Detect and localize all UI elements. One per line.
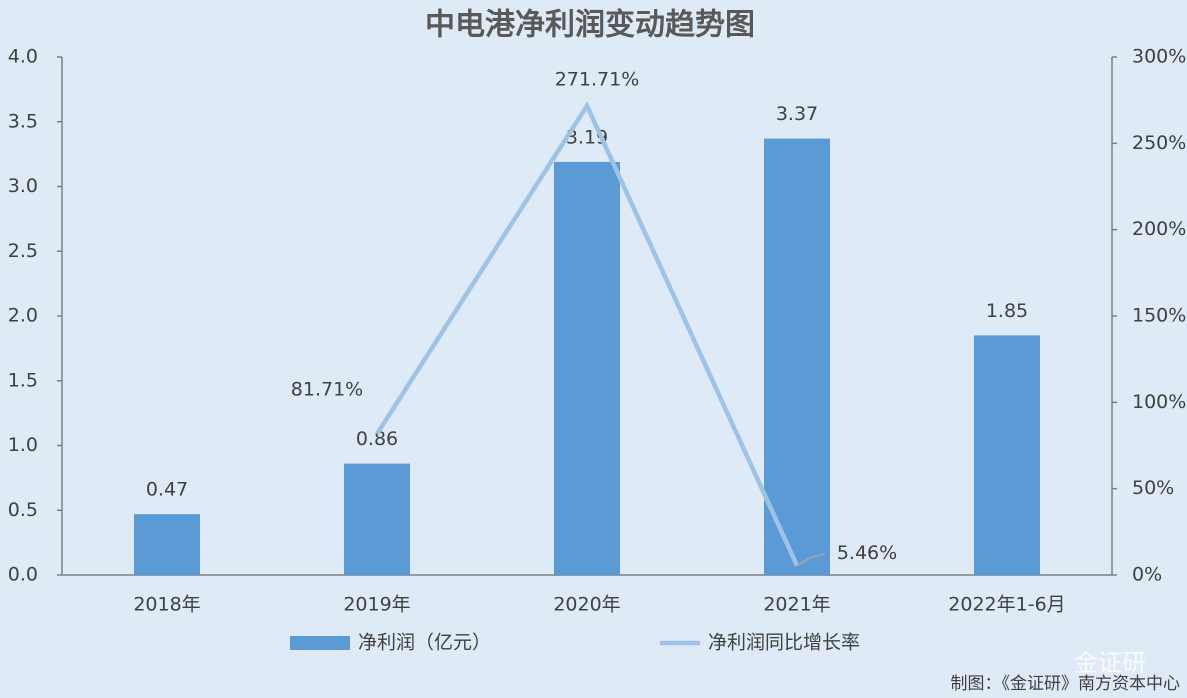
y2-tick-label: 200% bbox=[1132, 218, 1186, 240]
y-tick-label: 0.0 bbox=[8, 564, 38, 586]
y-tick-label: 4.0 bbox=[8, 46, 38, 68]
y2-tick-label: 100% bbox=[1132, 391, 1186, 413]
legend-label: 净利润同比增长率 bbox=[708, 632, 860, 654]
line-label: 271.71% bbox=[555, 68, 640, 90]
bar-label: 3.37 bbox=[776, 103, 818, 125]
growth-line bbox=[375, 101, 800, 567]
watermark: 金证研 bbox=[1074, 649, 1146, 677]
bar bbox=[974, 335, 1040, 575]
y-tick-label: 2.0 bbox=[8, 305, 38, 327]
chart-title: 中电港净利润变动趋势图 bbox=[425, 8, 755, 43]
legend-label: 净利润（亿元） bbox=[358, 632, 491, 654]
bar-label: 1.85 bbox=[986, 300, 1028, 322]
x-tick-label: 2018年 bbox=[133, 594, 200, 616]
x-tick-label: 2022年1-6月 bbox=[948, 594, 1065, 616]
y-tick-label: 3.5 bbox=[8, 110, 38, 132]
bar bbox=[134, 514, 200, 575]
y-tick-label: 0.5 bbox=[8, 499, 38, 521]
bar-label: 0.86 bbox=[356, 428, 398, 450]
y2-tick-label: 150% bbox=[1132, 305, 1186, 327]
legend-swatch bbox=[290, 636, 350, 650]
y-tick-label: 2.5 bbox=[8, 240, 38, 262]
line-label: 5.46% bbox=[837, 542, 897, 564]
bar bbox=[344, 463, 410, 575]
y2-tick-label: 0% bbox=[1132, 564, 1162, 586]
line-label: 81.71% bbox=[291, 378, 363, 400]
y-tick-label: 1.0 bbox=[8, 434, 38, 456]
y2-tick-label: 250% bbox=[1132, 132, 1186, 154]
y-tick-label: 1.5 bbox=[8, 369, 38, 391]
bar-label: 0.47 bbox=[146, 479, 188, 501]
bar bbox=[764, 138, 830, 575]
y2-tick-label: 300% bbox=[1132, 46, 1186, 68]
y-tick-label: 3.0 bbox=[8, 175, 38, 197]
leader-line bbox=[796, 552, 826, 567]
source: 制图：《金证研》南方资本中心 bbox=[951, 674, 1181, 694]
x-tick-label: 2020年 bbox=[553, 594, 620, 616]
bar bbox=[554, 161, 620, 575]
x-tick-label: 2021年 bbox=[763, 594, 830, 616]
x-tick-label: 2019年 bbox=[343, 594, 410, 616]
y2-tick-label: 50% bbox=[1132, 477, 1174, 499]
